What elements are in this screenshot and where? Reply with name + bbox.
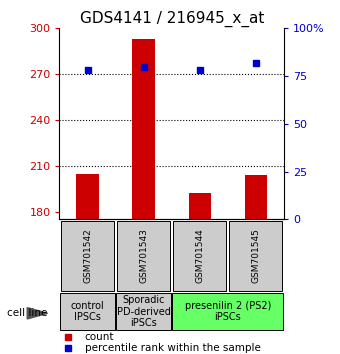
Text: presenilin 2 (PS2)
iPSCs: presenilin 2 (PS2) iPSCs bbox=[185, 301, 271, 322]
Bar bbox=[132, 39, 155, 354]
Title: GDS4141 / 216945_x_at: GDS4141 / 216945_x_at bbox=[80, 11, 264, 27]
Text: cell line: cell line bbox=[7, 308, 47, 318]
FancyBboxPatch shape bbox=[60, 293, 115, 330]
Text: GSM701545: GSM701545 bbox=[251, 228, 260, 283]
FancyBboxPatch shape bbox=[172, 293, 283, 330]
FancyBboxPatch shape bbox=[117, 221, 170, 291]
FancyBboxPatch shape bbox=[116, 293, 171, 330]
Polygon shape bbox=[27, 308, 48, 319]
FancyBboxPatch shape bbox=[61, 221, 114, 291]
Text: count: count bbox=[85, 332, 114, 342]
Text: GSM701543: GSM701543 bbox=[139, 228, 148, 283]
Bar bbox=[76, 173, 99, 354]
Text: control
IPSCs: control IPSCs bbox=[71, 301, 104, 322]
Text: percentile rank within the sample: percentile rank within the sample bbox=[85, 343, 260, 353]
Text: GSM701542: GSM701542 bbox=[83, 228, 92, 283]
Text: GSM701544: GSM701544 bbox=[195, 228, 204, 283]
Bar bbox=[244, 175, 267, 354]
Bar bbox=[188, 194, 211, 354]
FancyBboxPatch shape bbox=[230, 221, 282, 291]
FancyBboxPatch shape bbox=[173, 221, 226, 291]
Text: Sporadic
PD-derived
iPSCs: Sporadic PD-derived iPSCs bbox=[117, 295, 171, 328]
